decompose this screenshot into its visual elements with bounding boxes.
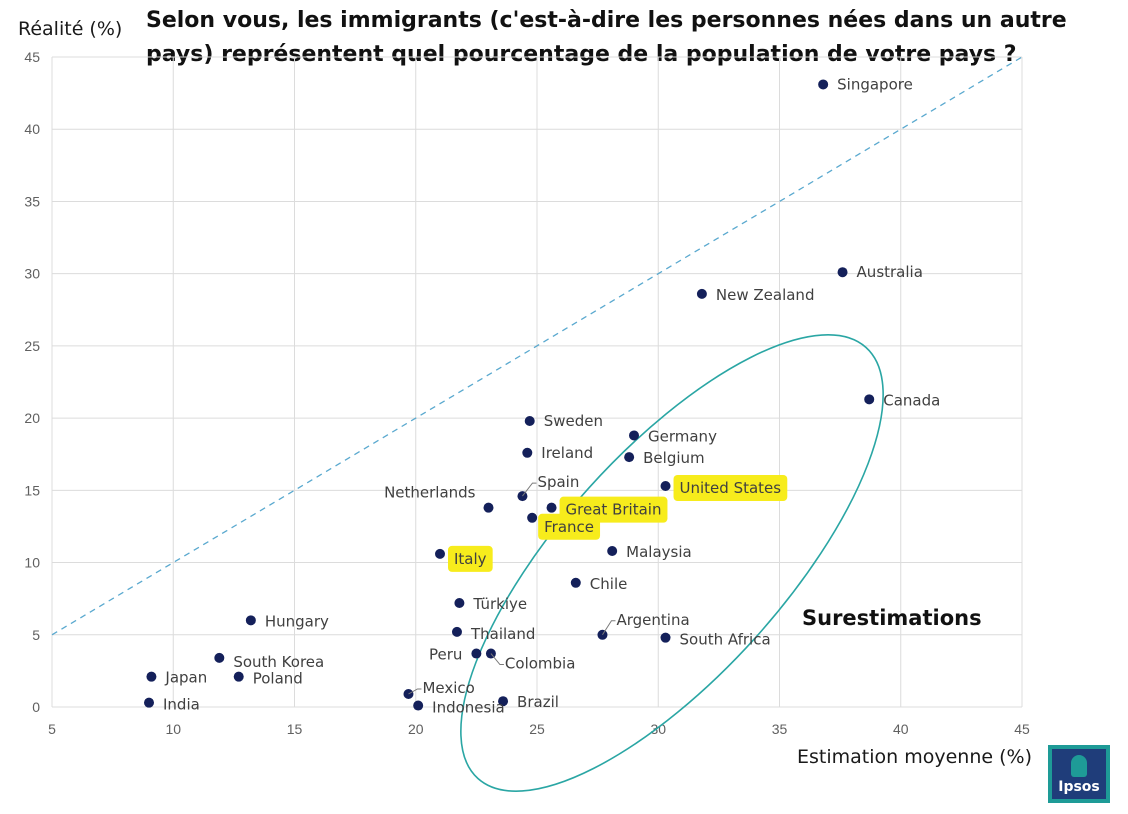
highlight-france bbox=[538, 513, 601, 540]
point-label-south-africa: South Africa bbox=[680, 631, 771, 649]
point-label-australia: Australia bbox=[857, 263, 923, 281]
point-label-t-rkiye: Türkiye bbox=[472, 595, 527, 613]
point-singapore bbox=[818, 79, 829, 90]
y-tick-label: 25 bbox=[24, 338, 40, 354]
highlight-italy bbox=[448, 545, 493, 572]
point-australia bbox=[837, 267, 848, 278]
y-tick-label: 5 bbox=[32, 627, 40, 643]
logo-tree-icon bbox=[1071, 755, 1087, 777]
label-leader-colombia bbox=[490, 653, 504, 666]
point-germany bbox=[629, 430, 639, 441]
x-tick-label: 5 bbox=[48, 721, 56, 737]
y-tick-label: 30 bbox=[24, 266, 40, 282]
point-label-great-britain: Great Britain bbox=[566, 501, 662, 519]
point-malaysia bbox=[607, 546, 618, 556]
point-label-germany: Germany bbox=[648, 427, 717, 445]
point-hungary bbox=[245, 615, 256, 626]
x-axis-label: Estimation moyenne (%) bbox=[797, 746, 1032, 768]
point-label-belgium: Belgium bbox=[643, 449, 705, 467]
y-tick-label: 45 bbox=[24, 49, 40, 65]
point-south-africa bbox=[660, 632, 671, 643]
y-tick-label: 35 bbox=[24, 193, 40, 209]
point-label-brazil: Brazil bbox=[517, 693, 559, 711]
point-labels: Singapore Australia New Zealand Canada Swede… bbox=[163, 75, 940, 716]
y-axis-label: Réalité (%) bbox=[18, 18, 122, 40]
point-great-britain bbox=[546, 502, 557, 513]
point-ireland bbox=[522, 447, 533, 458]
point-label-poland: Poland bbox=[253, 670, 303, 688]
point-new-zealand bbox=[696, 288, 707, 299]
point-label-indonesia: Indonesia bbox=[432, 699, 505, 717]
point-label-italy: Italy bbox=[454, 550, 487, 568]
x-tick-label: 45 bbox=[1014, 721, 1030, 737]
x-tick-label: 35 bbox=[772, 721, 788, 737]
point-netherlands bbox=[483, 502, 494, 513]
point-label-south-korea: South Korea bbox=[233, 653, 324, 671]
point-label-new-zealand: New Zealand bbox=[716, 286, 815, 304]
point-label-canada: Canada bbox=[883, 391, 940, 409]
label-leader-spain bbox=[522, 482, 537, 497]
ipsos-logo: Ipsos bbox=[1048, 745, 1110, 803]
point-canada bbox=[864, 394, 875, 405]
x-tick-label: 10 bbox=[165, 721, 181, 737]
reference-line bbox=[51, 56, 1023, 636]
point-india bbox=[144, 697, 154, 708]
point-belgium bbox=[624, 452, 635, 463]
x-tick-label: 25 bbox=[529, 721, 545, 737]
point-peru bbox=[471, 648, 482, 659]
point-united-states bbox=[660, 481, 671, 491]
point-t-rkiye bbox=[454, 598, 465, 608]
point-thailand bbox=[451, 626, 462, 637]
point-label-netherlands: Netherlands bbox=[384, 484, 476, 502]
ipsos-logo-inner: Ipsos bbox=[1052, 749, 1106, 799]
point-label-argentina: Argentina bbox=[616, 611, 689, 629]
point-label-india: India bbox=[163, 696, 200, 714]
x-tick-label: 40 bbox=[893, 721, 909, 737]
grid-lines bbox=[51, 56, 1023, 708]
point-brazil bbox=[498, 696, 509, 707]
point-label-hungary: Hungary bbox=[265, 612, 329, 630]
point-label-singapore: Singapore bbox=[837, 75, 913, 93]
point-south-korea bbox=[214, 652, 225, 663]
point-italy bbox=[435, 548, 445, 559]
label-leader-mexico bbox=[408, 688, 422, 695]
point-label-mexico: Mexico bbox=[422, 679, 474, 697]
point-label-chile: Chile bbox=[590, 575, 628, 593]
point-label-france: France bbox=[544, 518, 594, 536]
point-label-spain: Spain bbox=[537, 473, 579, 491]
x-tick-label: 20 bbox=[408, 721, 424, 737]
chart-title: Selon vous, les immigrants (c'est-à-dire… bbox=[146, 8, 1067, 67]
y-tick-label: 0 bbox=[32, 699, 40, 715]
highlight-marks bbox=[448, 475, 788, 572]
point-label-sweden: Sweden bbox=[544, 412, 603, 430]
point-label-malaysia: Malaysia bbox=[626, 543, 692, 561]
point-japan bbox=[146, 671, 157, 682]
logo-text: Ipsos bbox=[1058, 779, 1100, 795]
point-label-colombia: Colombia bbox=[505, 655, 576, 673]
y-tick-label: 20 bbox=[24, 410, 40, 426]
x-tick-label: 15 bbox=[287, 721, 303, 737]
point-sweden bbox=[524, 416, 535, 426]
highlight-united-states bbox=[673, 475, 788, 501]
point-label-peru: Peru bbox=[429, 646, 462, 664]
overestimation-ellipse bbox=[460, 334, 884, 792]
y-tick-label: 15 bbox=[24, 482, 40, 498]
point-poland bbox=[233, 671, 244, 682]
y-tick-label: 40 bbox=[24, 121, 40, 137]
overestimation-annotation: Surestimations bbox=[802, 606, 982, 630]
point-chile bbox=[570, 577, 581, 588]
y-tick-label: 10 bbox=[24, 555, 40, 571]
point-label-thailand: Thailand bbox=[470, 625, 535, 643]
label-leader-argentina bbox=[602, 620, 616, 636]
point-label-united-states: United States bbox=[680, 479, 782, 497]
point-france bbox=[527, 512, 538, 523]
point-label-ireland: Ireland bbox=[541, 444, 593, 462]
data-points bbox=[144, 79, 875, 711]
point-label-japan: Japan bbox=[164, 669, 207, 687]
point-indonesia bbox=[413, 700, 424, 711]
